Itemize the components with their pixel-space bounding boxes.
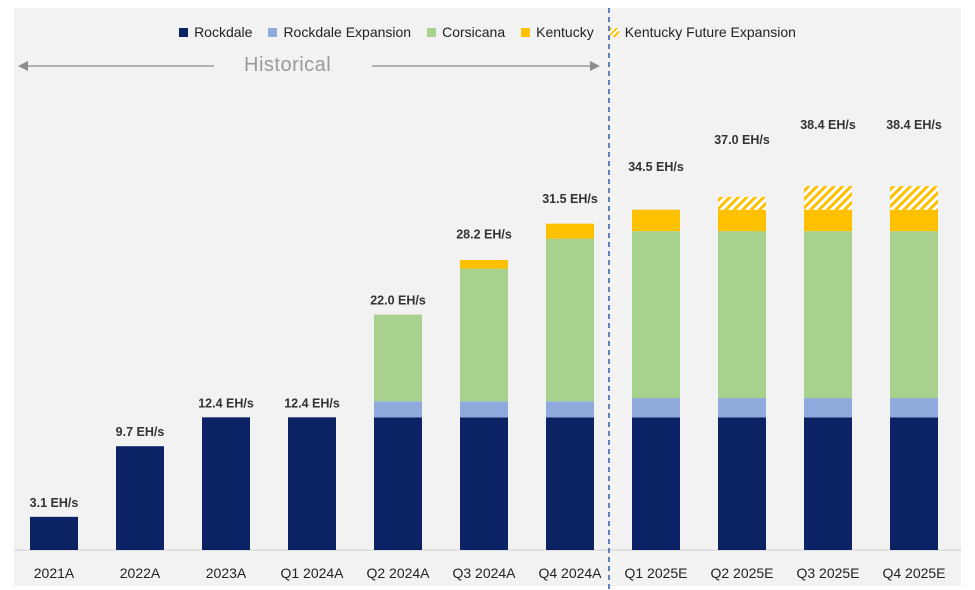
bar-rockdale-expansion-q2-2025e — [718, 398, 766, 418]
legend-item-rockdale: Rockdale — [179, 24, 252, 40]
bar-rockdale-q4-2024a — [546, 417, 594, 550]
bar-kentucky-q1-2025e — [632, 209, 680, 232]
bar-kentucky-q3-2025e — [804, 209, 852, 232]
data-label-q3-2025e: 38.4 EH/s — [800, 118, 856, 132]
bar-rockdale-q4-2025e — [890, 417, 938, 550]
bar-kentucky-q4-2024a — [546, 223, 594, 239]
bar-rockdale-q1-2025e — [632, 417, 680, 550]
bar-kentucky-q3-2024a — [460, 260, 508, 269]
bar-rockdale-expansion-q4-2025e — [890, 398, 938, 418]
data-label-q4-2025e: 38.4 EH/s — [886, 118, 942, 132]
legend-item-kentucky-future-expansion: Kentucky Future Expansion — [609, 24, 796, 40]
bar-rockdale-expansion-q1-2025e — [632, 398, 680, 418]
legend-item-rockdale-expansion: Rockdale Expansion — [268, 24, 411, 40]
bar-kentucky-q4-2025e — [890, 209, 938, 232]
bar-rockdale-2023a — [202, 417, 250, 550]
bar-corsicana-q1-2025e — [632, 231, 680, 399]
historical-annotation: Historical — [244, 54, 332, 76]
x-tick-label-q3-2025e: Q3 2025E — [796, 565, 859, 581]
bar-rockdale-expansion-q3-2024a — [460, 401, 508, 418]
data-label-q2-2025e: 37.0 EH/s — [714, 133, 770, 147]
data-label-q2-2024a: 22.0 EH/s — [370, 294, 426, 308]
legend-label-kentucky: Kentucky — [536, 24, 594, 40]
x-tick-label-q1-2025e: Q1 2025E — [624, 565, 687, 581]
legend-swatch-kentucky — [521, 27, 531, 37]
legend-swatch-rockdale-expansion — [268, 27, 278, 37]
legend-swatch-corsicana — [427, 27, 437, 37]
data-label-q3-2024a: 28.2 EH/s — [456, 227, 512, 241]
data-label-q1-2024a: 12.4 EH/s — [284, 396, 340, 410]
bar-kentucky-q2-2025e — [718, 209, 766, 232]
bar-corsicana-q4-2024a — [546, 238, 594, 402]
x-tick-label-q1-2024a: Q1 2024A — [280, 565, 344, 581]
legend-swatch-kentucky-future-expansion — [609, 27, 619, 37]
x-tick-label-2021a: 2021A — [34, 565, 75, 581]
legend-item-corsicana: Corsicana — [427, 24, 505, 40]
x-tick-label-q4-2024a: Q4 2024A — [538, 565, 602, 581]
legend-item-kentucky: Kentucky — [521, 24, 594, 40]
legend-swatch-rockdale — [179, 27, 189, 37]
data-label-2022a: 9.7 EH/s — [116, 425, 165, 439]
bar-rockdale-q3-2025e — [804, 417, 852, 550]
x-tick-label-q3-2024a: Q3 2024A — [452, 565, 516, 581]
x-tick-label-2022a: 2022A — [120, 565, 161, 581]
bars-group — [30, 186, 938, 550]
x-tick-labels-group: 2021A 2022A 2023A Q1 2024A Q2 2024A Q3 2024A Q… — [34, 565, 946, 581]
historical-arrows — [18, 61, 600, 71]
x-tick-label-q2-2024a: Q2 2024A — [366, 565, 430, 581]
bar-kentucky-future-expansion-q2-2025e — [718, 196, 766, 210]
historical-arrow-right-head — [590, 61, 600, 71]
bar-rockdale-q2-2024a — [374, 417, 422, 550]
legend-label-kentucky-future-expansion: Kentucky Future Expansion — [624, 24, 796, 40]
historical-arrow-left-head — [18, 61, 28, 71]
bar-rockdale-2021a — [30, 516, 78, 550]
data-label-2021a: 3.1 EH/s — [30, 496, 79, 510]
legend: Rockdale Rockdale Expansion Corsicana Ke… — [0, 24, 975, 40]
data-label-2023a: 12.4 EH/s — [198, 396, 254, 410]
bar-rockdale-expansion-q3-2025e — [804, 398, 852, 418]
bar-kentucky-future-expansion-q4-2025e — [890, 186, 938, 210]
bar-rockdale-q1-2024a — [288, 417, 336, 550]
x-tick-label-2023a: 2023A — [206, 565, 247, 581]
bar-rockdale-q3-2024a — [460, 417, 508, 550]
legend-label-rockdale: Rockdale — [194, 24, 253, 40]
bar-kentucky-future-expansion-q3-2025e — [804, 186, 852, 210]
data-label-q4-2024a: 31.5 EH/s — [542, 192, 598, 206]
bar-rockdale-2022a — [116, 446, 164, 550]
bar-corsicana-q3-2025e — [804, 231, 852, 399]
data-label-q1-2025e: 34.5 EH/s — [628, 160, 684, 174]
bar-corsicana-q4-2025e — [890, 231, 938, 399]
data-labels-group: 3.1 EH/s 9.7 EH/s 12.4 EH/s 12.4 EH/s 22.0 E… — [30, 118, 942, 510]
bar-corsicana-q2-2025e — [718, 231, 766, 399]
bar-rockdale-q2-2025e — [718, 417, 766, 550]
bar-rockdale-expansion-q2-2024a — [374, 401, 422, 418]
x-tick-label-q2-2025e: Q2 2025E — [710, 565, 773, 581]
bar-rockdale-expansion-q4-2024a — [546, 401, 594, 418]
legend-label-corsicana: Corsicana — [442, 24, 506, 40]
bar-corsicana-q2-2024a — [374, 314, 422, 402]
bar-corsicana-q3-2024a — [460, 268, 508, 402]
x-tick-label-q4-2025e: Q4 2025E — [882, 565, 945, 581]
legend-label-rockdale-expansion: Rockdale Expansion — [283, 24, 412, 40]
